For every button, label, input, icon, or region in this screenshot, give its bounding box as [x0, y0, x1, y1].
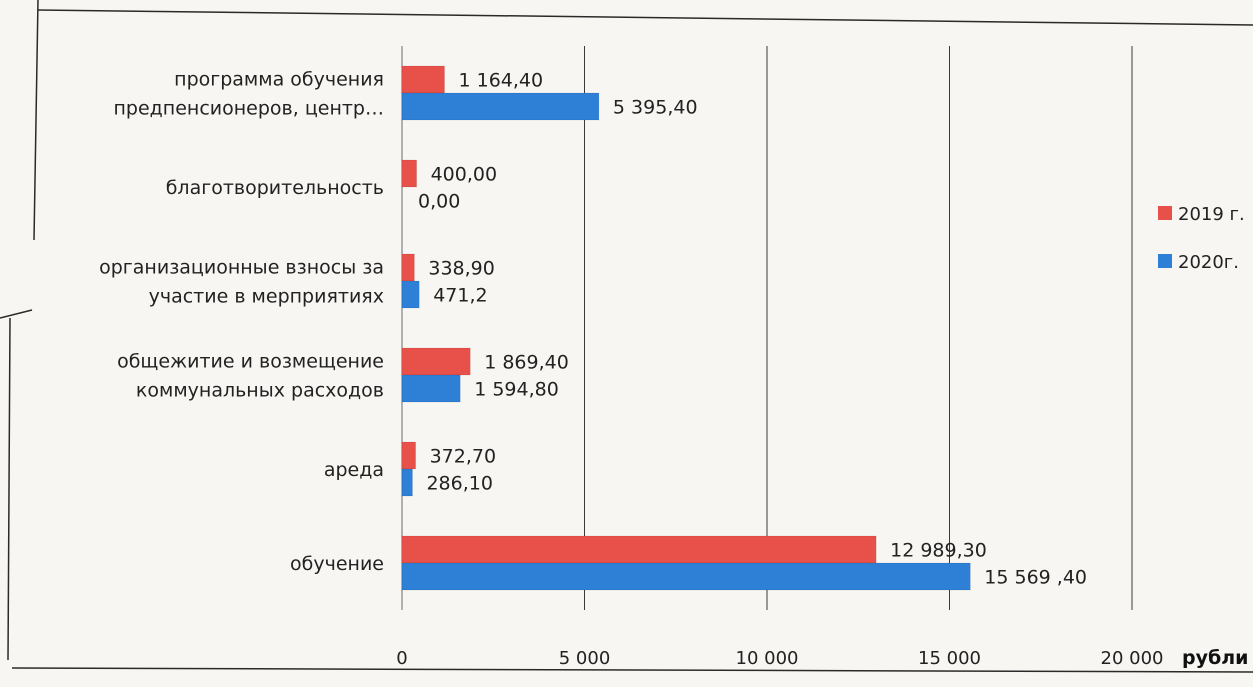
frame-notch [0, 309, 33, 319]
legend-label: 2019 г. [1178, 204, 1245, 225]
legend-swatch [1158, 206, 1172, 220]
legend: 2019 г. 2020г. [1158, 204, 1245, 273]
data-label: 372,70 [430, 446, 496, 468]
x-tick-label: 20 000 [1101, 648, 1164, 669]
data-label: 15 569 ,40 [984, 567, 1087, 589]
data-label: 5 395,40 [613, 97, 698, 119]
bar-series-2020 [401, 374, 461, 403]
bar-series-2019 [401, 441, 416, 470]
labels: 0 5 000 10 000 15 000 20 000 рубли 1 164,40 5 3… [99, 69, 1248, 670]
legend-swatch [1158, 254, 1172, 268]
category-label: программа обучения [174, 69, 384, 91]
category-label: ареда [324, 459, 384, 481]
x-tick-label: 5 000 [559, 648, 611, 669]
bar-series-2019 [401, 65, 445, 94]
bar-series-2019 [401, 253, 415, 282]
legend-label: 2020г. [1178, 252, 1239, 273]
bars [401, 65, 971, 591]
frame-bottom-border [11, 667, 1253, 673]
bar-series-2020 [401, 92, 600, 121]
bar-series-2019 [401, 347, 471, 376]
bar-series-2020 [401, 468, 413, 497]
data-label: 400,00 [431, 164, 497, 186]
data-label: 338,90 [428, 258, 494, 280]
bar-series-2020 [401, 280, 420, 309]
category-label: предпенсионеров, центр… [113, 98, 384, 120]
data-label: 1 164,40 [459, 70, 544, 92]
grid [401, 46, 1133, 610]
x-tick-label: 15 000 [918, 648, 981, 669]
category-label: организационные взносы за [99, 257, 384, 279]
frame-left-border [33, 0, 39, 241]
x-tick-label: 0 [396, 648, 407, 669]
bar-series-2019 [401, 535, 877, 564]
data-label: 471,2 [433, 285, 487, 307]
category-label: благотворительность [166, 177, 384, 199]
category-label: участие в мерприятиях [149, 286, 384, 308]
data-label: 1 594,80 [474, 379, 559, 401]
bar-series-2019 [401, 159, 417, 188]
frame-top-border [37, 9, 1253, 26]
frame-left-border-lower [7, 317, 11, 661]
category-label: коммунальных расходов [136, 380, 384, 402]
data-label: 1 869,40 [484, 352, 569, 374]
x-tick-label: 10 000 [736, 648, 799, 669]
data-label: 12 989,30 [890, 540, 987, 562]
data-label: 286,10 [426, 473, 492, 495]
category-label: обучение [290, 553, 384, 575]
data-label: 0,00 [418, 191, 460, 213]
bar-series-2020 [401, 562, 971, 591]
x-axis-unit-label: рубли [1182, 647, 1248, 669]
category-label: общежитие и возмещение [117, 351, 384, 373]
